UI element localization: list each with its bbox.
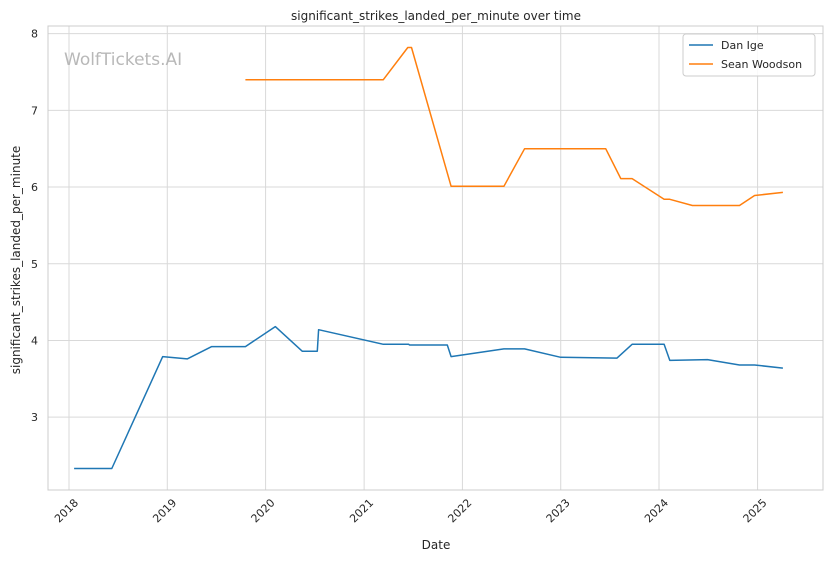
y-tick-label: 4 bbox=[31, 334, 38, 347]
y-axis-title: significant_strikes_landed_per_minute bbox=[9, 146, 23, 375]
legend-label: Sean Woodson bbox=[721, 58, 802, 71]
legend-label: Dan Ige bbox=[721, 39, 764, 52]
plot-area-frame bbox=[47, 25, 824, 491]
watermark-text: WolfTickets.AI bbox=[64, 50, 182, 70]
series-layer bbox=[74, 46, 783, 470]
series-line-sean-woodson bbox=[245, 46, 783, 207]
legend: Dan Ige Sean Woodson bbox=[682, 33, 816, 77]
y-tick-label: 5 bbox=[31, 258, 38, 271]
y-tick-label: 7 bbox=[31, 104, 38, 117]
chart-title: significant_strikes_landed_per_minute ov… bbox=[291, 9, 581, 23]
legend-box bbox=[682, 33, 816, 77]
y-tick-label: 6 bbox=[31, 181, 38, 194]
y-axis-ticks: 3 4 5 6 7 8 bbox=[31, 28, 38, 424]
series-line-dan-ige bbox=[74, 325, 783, 470]
y-tick-label: 3 bbox=[31, 411, 38, 424]
y-tick-label: 8 bbox=[31, 28, 38, 41]
x-axis-title: Date bbox=[422, 538, 451, 552]
